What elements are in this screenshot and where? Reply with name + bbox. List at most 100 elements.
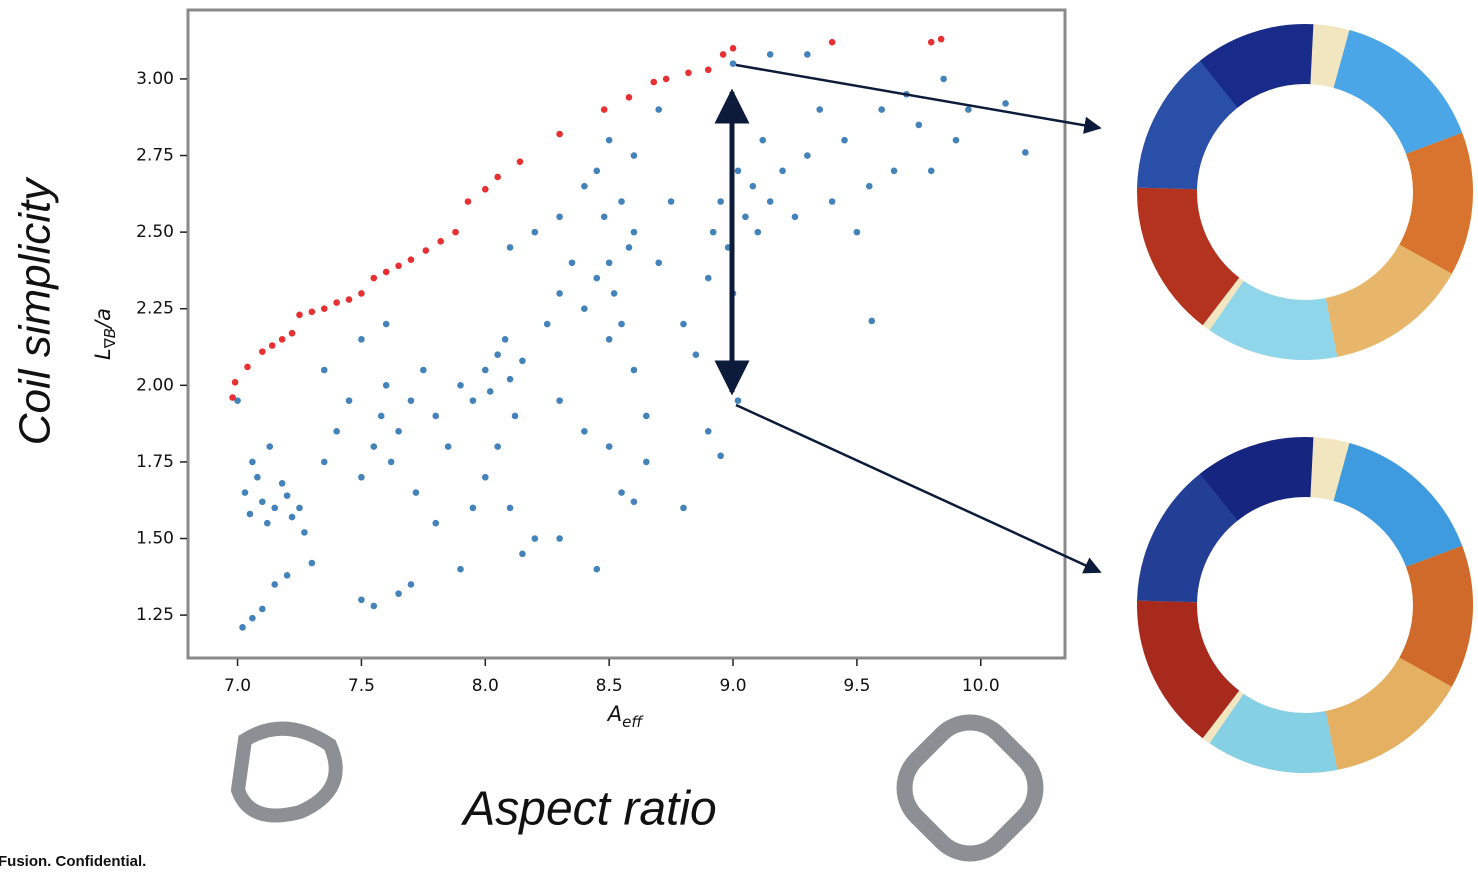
point <box>841 136 848 144</box>
point <box>506 504 514 512</box>
point <box>600 106 608 113</box>
point <box>937 35 945 43</box>
point <box>531 228 539 236</box>
point <box>643 412 650 420</box>
point <box>278 336 286 343</box>
point <box>927 167 935 175</box>
point <box>828 38 836 46</box>
point <box>464 198 472 205</box>
x-tick-label: 8.0 <box>472 676 499 696</box>
torus-icon <box>896 714 1044 862</box>
point <box>593 274 601 282</box>
point <box>516 158 524 165</box>
point <box>283 571 291 579</box>
point <box>759 136 767 144</box>
point <box>333 427 340 435</box>
point <box>481 185 489 193</box>
point <box>610 290 618 297</box>
point <box>296 504 303 512</box>
x-axis-label: Aeff <box>606 702 645 731</box>
point <box>685 69 692 77</box>
point <box>283 492 291 499</box>
point <box>593 565 601 573</box>
point <box>370 443 378 450</box>
point <box>241 489 249 496</box>
point <box>229 394 236 401</box>
point <box>556 397 563 404</box>
point <box>231 378 239 386</box>
point <box>345 296 353 303</box>
arrow <box>735 63 1102 134</box>
x-tick-label: 7.0 <box>224 676 251 696</box>
point <box>511 412 519 420</box>
arrow <box>735 403 1102 574</box>
point <box>271 581 279 588</box>
point <box>709 228 717 236</box>
point <box>680 504 687 512</box>
y-label-part: L <box>91 348 115 360</box>
point <box>333 299 340 306</box>
point <box>494 443 501 450</box>
point <box>345 397 353 404</box>
point <box>249 614 256 622</box>
point <box>395 590 402 597</box>
point <box>717 452 724 460</box>
plot-frame <box>186 8 1067 660</box>
point <box>630 228 638 236</box>
point <box>407 581 415 588</box>
point <box>667 198 675 205</box>
point <box>358 336 365 343</box>
y-tick-label: 2.25 <box>136 299 174 319</box>
point <box>890 167 898 175</box>
point <box>868 317 876 325</box>
point <box>259 348 266 355</box>
point <box>370 602 378 610</box>
point <box>481 473 489 481</box>
point <box>1002 100 1009 107</box>
point <box>630 366 638 374</box>
x-tick-label: 9.5 <box>843 676 870 696</box>
plot-area: 7.0 7.5 8.0 8.5 9.0 9.5 10.0 1.25 1.50 1.75 2.00 2.… <box>136 35 1029 696</box>
point <box>605 259 613 267</box>
point <box>662 75 670 83</box>
point <box>288 513 296 521</box>
point <box>915 121 923 129</box>
point <box>407 256 415 264</box>
point <box>519 357 526 365</box>
point <box>593 167 601 175</box>
point <box>531 535 539 542</box>
point <box>1022 149 1029 156</box>
y-tick-label: 2.50 <box>136 222 174 242</box>
x-label-part: A <box>606 702 622 726</box>
y-label-part: ∇B <box>101 328 119 349</box>
point <box>605 336 613 343</box>
point <box>655 259 663 267</box>
y-tick-label: 1.75 <box>136 452 174 472</box>
point <box>729 44 737 52</box>
y-tick-label: 1.50 <box>136 529 174 549</box>
point <box>296 311 303 319</box>
point <box>432 519 440 527</box>
point <box>878 106 885 113</box>
point <box>382 382 390 389</box>
point <box>259 605 266 613</box>
point <box>308 559 316 567</box>
point <box>358 596 365 604</box>
point <box>704 274 712 282</box>
torus-icon <box>230 721 343 823</box>
point <box>382 268 390 276</box>
point <box>320 458 328 466</box>
point <box>320 366 328 374</box>
point <box>320 305 328 313</box>
point <box>581 182 588 190</box>
point <box>965 106 972 113</box>
point <box>625 94 633 101</box>
point <box>244 363 251 371</box>
point <box>543 320 551 328</box>
y-axis-label: L∇B/a <box>91 308 119 360</box>
point <box>301 529 308 536</box>
point <box>469 504 477 512</box>
point <box>749 182 757 190</box>
point <box>358 473 365 481</box>
